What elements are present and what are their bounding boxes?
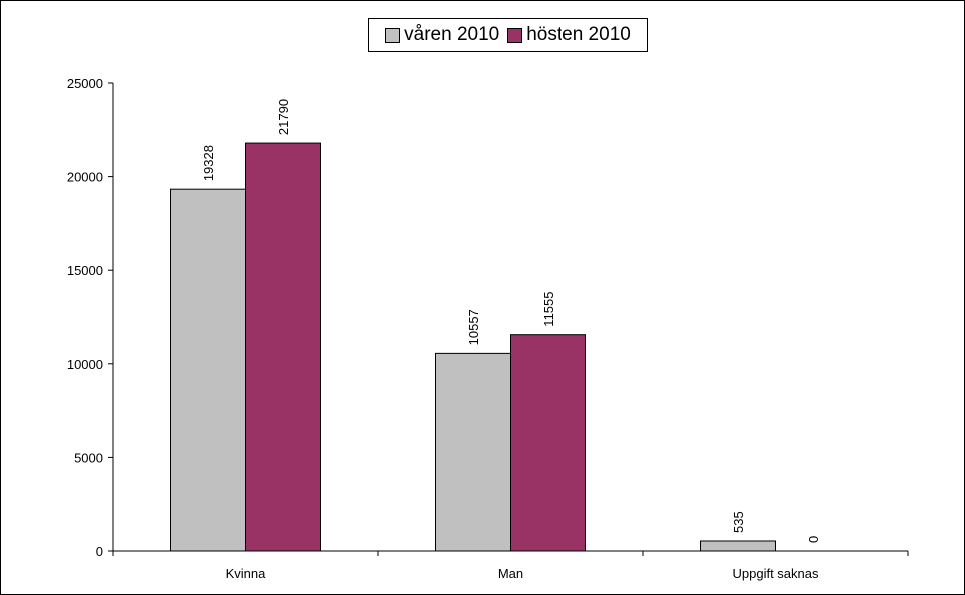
legend-swatch-series-1	[385, 27, 401, 43]
legend-swatch-series-2	[507, 27, 523, 43]
bar	[435, 352, 511, 552]
legend-label-series-1: våren 2010	[404, 24, 500, 45]
x-tick-label: Kvinna	[226, 566, 267, 581]
data-label: 21790	[276, 99, 291, 135]
data-label: 19328	[201, 145, 216, 181]
bar	[245, 142, 321, 552]
bar	[510, 334, 586, 552]
y-tick-label: 10000	[67, 357, 103, 372]
y-tick-label: 0	[96, 544, 103, 559]
x-tick-label: Uppgift saknas	[733, 566, 819, 581]
data-label: 11555	[541, 292, 556, 327]
legend-entry-series-1: våren 2010	[385, 24, 499, 46]
y-tick-label: 15000	[67, 263, 103, 278]
x-tick-label: Man	[498, 566, 523, 581]
y-tick-label: 5000	[74, 450, 103, 465]
y-tick-label: 25000	[67, 76, 103, 91]
data-label: 0	[806, 536, 821, 543]
legend-label-series-2: hösten 2010	[526, 24, 631, 45]
legend-entry-series-2: hösten 2010	[507, 24, 631, 46]
data-label: 535	[731, 511, 746, 533]
data-label: 10557	[466, 309, 481, 345]
bar	[700, 540, 776, 552]
y-tick-label: 20000	[67, 170, 103, 185]
bar	[170, 188, 246, 552]
legend: våren 2010 hösten 2010	[368, 18, 648, 52]
